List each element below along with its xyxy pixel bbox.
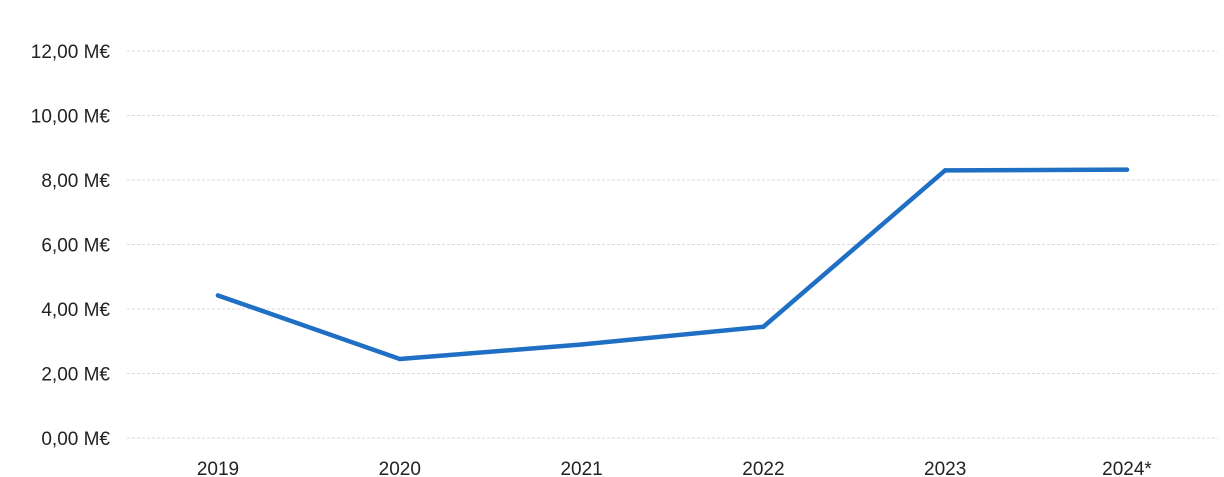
x-tick-label: 2021	[560, 459, 602, 477]
x-tick-label: 2023	[924, 459, 966, 477]
x-tick-label: 2024*	[1102, 459, 1152, 477]
y-tick-label: 6,00 M€	[41, 236, 110, 257]
data-point	[215, 293, 221, 298]
gridlines	[127, 50, 1218, 439]
y-tick-label: 0,00 M€	[41, 429, 110, 450]
y-axis-tick-labels: 0,00 M€ 2,00 M€ 4,00 M€ 6,00 M€ 8,00 M€ 10,00…	[31, 42, 111, 450]
x-tick-label: 2019	[197, 459, 239, 477]
y-tick-label: 2,00 M€	[41, 365, 110, 386]
data-point	[397, 356, 402, 362]
y-tick-label: 8,00 M€	[41, 171, 110, 192]
y-tick-label: 10,00 M€	[31, 107, 111, 128]
series-line	[215, 167, 1130, 362]
data-point	[761, 324, 766, 329]
data-point	[1124, 167, 1130, 172]
x-axis-tick-labels: 2019 2020 2021 2022 2023 2024*	[197, 459, 1153, 477]
x-tick-label: 2020	[379, 459, 421, 477]
series-layer	[215, 167, 1130, 362]
y-tick-label: 12,00 M€	[31, 42, 111, 63]
data-point	[579, 342, 584, 347]
data-point	[943, 168, 948, 173]
y-tick-label: 4,00 M€	[41, 300, 110, 321]
x-tick-label: 2022	[742, 459, 784, 477]
